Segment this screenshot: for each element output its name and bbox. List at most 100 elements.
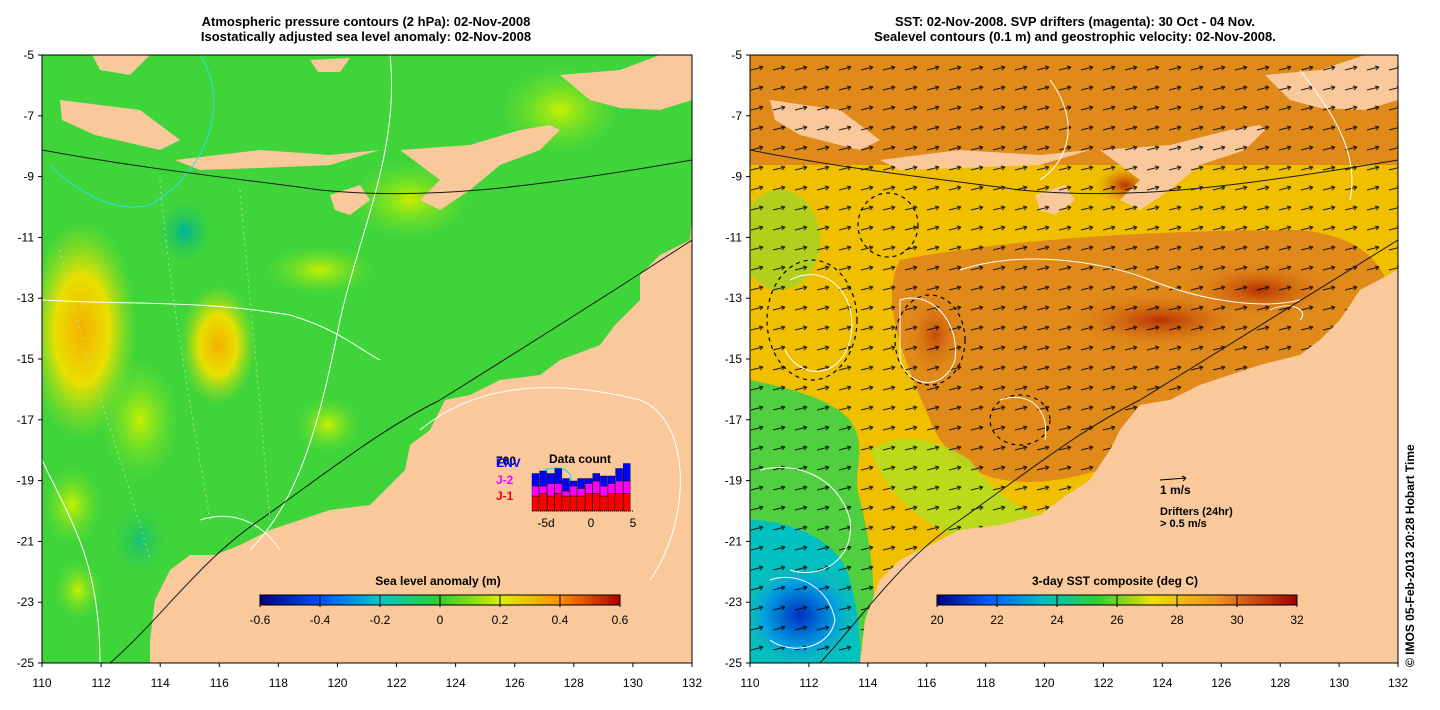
sla-lat-tick: -21 [17,534,35,548]
sst-colorbar-tick: 20 [930,613,944,627]
sst-lat-tick: -9 [731,170,742,184]
data-count-inset: Data count 700 ENV J-2 J-1 -5d 0 5 [496,452,637,530]
sla-lat-tick: -25 [17,656,35,670]
sst-lat-tick: -7 [731,109,742,123]
inset-bar-env [623,463,631,482]
inset-bar-env [539,470,547,487]
axis-ticks: 110 112 114 116 118 120 122 124 126 128 130 132 -5 -7… [17,48,1409,690]
inset-bar-env [607,475,616,484]
legend-env: ENV [496,456,521,470]
sst-colorbar-tick: 32 [1290,613,1304,627]
inset-bar-j2 [531,485,540,497]
inset-bar-env [554,468,562,484]
sla-colorbar-tick: -0.2 [370,613,391,627]
sst-map [750,55,1398,663]
left-title-line-2: Isostatically adjusted sea level anomaly… [200,29,532,44]
sst-colorbar-tick: 22 [990,613,1004,627]
inset-bar-env [562,478,570,492]
sst-lat-tick: -21 [725,534,743,548]
sla-lon-tick: 128 [564,676,584,690]
sst-colorbar-tick: 28 [1170,613,1184,627]
inset-bar-env [569,480,578,487]
inset-title: Data count [549,452,611,466]
sst-lon-tick: 130 [1329,676,1349,690]
velocity-scale-label: 1 m/s [1160,483,1191,497]
inset-bar-j1 [607,493,616,512]
inset-bar-j1 [547,495,555,512]
inset-bar-j1 [615,493,623,512]
sla-lon-tick: 126 [505,676,525,690]
sla-lon-tick: 132 [682,676,702,690]
sst-lat-tick: -23 [725,595,743,609]
inset-bar-j2 [600,485,608,497]
velocity-legend: 1 m/s Drifters (24hr) > 0.5 m/s [1159,475,1233,530]
sla-colorbar-tick: 0.4 [552,613,569,627]
inset-bar-env [600,475,608,487]
legend-j1: J-1 [496,489,514,503]
drifter-speed-label: > 0.5 m/s [1160,518,1207,530]
sla-lon-tick: 120 [327,676,347,690]
inset-bars [531,463,631,512]
inset-bar-env [615,468,623,482]
inset-bar-j2 [539,485,547,494]
sla-lat-tick: -9 [23,170,34,184]
inset-bar-env [577,478,585,489]
sst-lat-tick: -13 [725,291,743,305]
inset-bar-j2 [547,483,555,497]
sla-lat-tick: -13 [17,291,35,305]
sst-lat-tick: -17 [725,413,743,427]
right-map-title: SST: 02-Nov-2008. SVP drifters (magenta)… [725,14,1425,44]
inset-xtick-1: 0 [588,516,595,530]
inset-xtick-0: -5d [537,516,554,530]
inset-bar-env [592,473,600,482]
sla-lon-tick: 130 [623,676,643,690]
drifter-label: Drifters (24hr) [1160,506,1233,518]
inset-bar-j1 [577,495,585,512]
inset-bar-j2 [577,488,585,497]
sla-lon-tick: 122 [387,676,407,690]
inset-bar-env [547,473,555,484]
sst-lat-tick: -11 [726,230,743,244]
inset-bar-env [585,478,593,484]
right-title-line-1: SST: 02-Nov-2008. SVP drifters (magenta)… [894,14,1256,29]
sla-lat-tick: -7 [23,109,34,123]
legend-j2: J-2 [496,473,514,487]
inset-bar-j1 [585,493,593,512]
sla-colorbar-label: Sea level anomaly (m) [375,574,500,588]
inset-bar-j2 [569,485,578,497]
sst-colorbar-tick: 24 [1050,613,1064,627]
inset-bar-j1 [592,493,600,512]
sst-lat-tick: -19 [725,474,743,488]
sst-colorbar-label: 3-day SST composite (deg C) [1032,574,1198,588]
imos-credit: © IMOS 05-Feb-2013 20:28 Hobart Time [1403,444,1417,667]
sst-colorbar-tick: 26 [1110,613,1124,627]
sst-lon-tick: 118 [976,676,995,690]
sst-lat-tick: -5 [731,48,742,62]
sla-colorbar-tick: 0 [437,613,444,627]
inset-bar-j1 [539,493,547,512]
inset-bar-j2 [607,483,616,494]
sst-colorbar-tick: 30 [1230,613,1244,627]
inset-bar-j1 [600,495,608,512]
inset-bar-j1 [569,495,578,512]
inset-bar-j1 [562,495,570,512]
sst-lon-tick: 126 [1211,676,1231,690]
sst-lon-tick: 128 [1270,676,1290,690]
sla-lat-tick: -23 [17,595,35,609]
sla-colorbar-tick: -0.6 [250,613,271,627]
inset-bar-env [531,473,540,487]
left-map-title: Atmospheric pressure contours (2 hPa): 0… [16,14,716,44]
sst-lon-tick: 132 [1388,676,1408,690]
inset-xtick-2: 5 [630,516,637,530]
inset-bar-j2 [623,480,631,494]
inset-bar-j1 [531,495,540,512]
sla-colorbar-tick: 0.2 [492,613,509,627]
sla-lon-tick: 114 [151,676,170,690]
sla-lat-tick: -19 [17,474,35,488]
inset-bar-j2 [592,480,600,494]
sst-lon-tick: 122 [1093,676,1113,690]
sla-lon-tick: 116 [210,676,229,690]
sla-colorbar-tick: -0.4 [310,613,331,627]
sst-lon-tick: 114 [858,676,877,690]
